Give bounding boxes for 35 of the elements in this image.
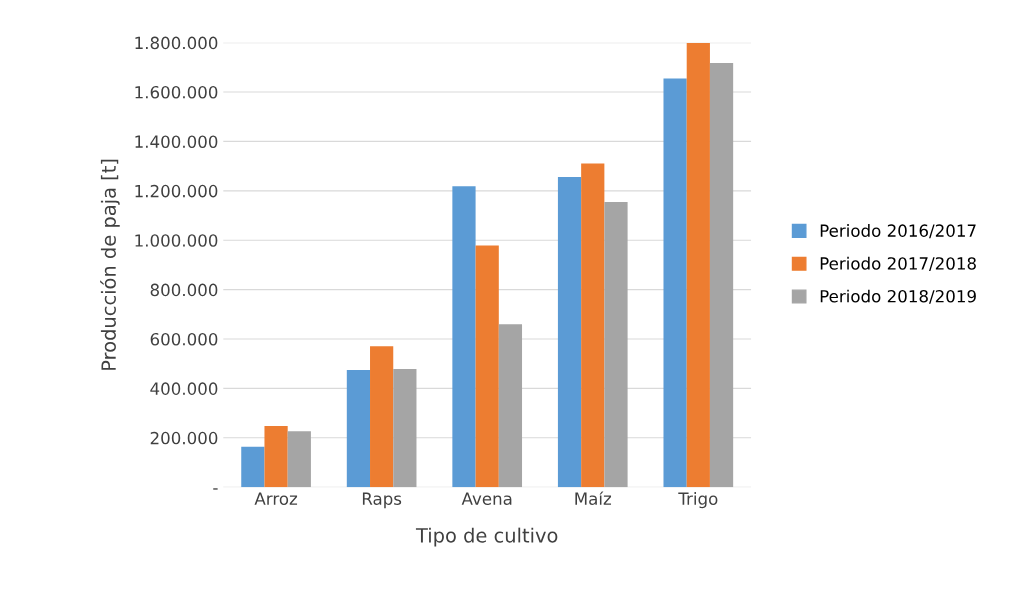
bar [686,43,710,488]
bar [475,245,499,488]
bar [581,163,605,488]
y-tick-label: 1.400.000 [135,135,218,148]
legend-label: Periodo 2016/2017 [820,224,976,239]
y-tick-label: 400.000 [150,382,218,395]
bar [241,446,265,488]
y-tick-label: 1.000.000 [135,234,218,247]
y-tick-label: 800.000 [150,283,218,297]
y-tick-label: 200.000 [150,431,218,445]
x-tick-label: Maíz [575,491,612,505]
bar [709,62,734,488]
bar [604,201,628,488]
x-axis-title: Tipo de cultivo [415,527,558,547]
bar [452,186,476,488]
y-tick-label: 1.200.000 [135,184,218,198]
bar [370,346,394,488]
y-tick-label: 600.000 [150,332,218,346]
y-axis-title: Producción de paja [t] [100,159,120,370]
y-tick-label: 1.600.000 [135,85,218,99]
bar [346,369,371,488]
bar [287,431,311,488]
y-tick-label: - [213,488,218,490]
x-tick-label: Arroz [254,492,298,505]
legend-label: Periodo 2018/2019 [820,289,976,304]
bar [264,425,288,488]
bar [498,324,523,488]
legend-label: Periodo 2017/2018 [820,256,976,272]
y-tick-label: 1.800.000 [135,36,218,50]
x-tick-label: Trigo [678,492,718,509]
x-tick-label: Raps [362,492,402,509]
x-tick-label: Avena [461,492,512,505]
bar [393,368,417,488]
bar [663,78,687,488]
bar [557,176,582,488]
